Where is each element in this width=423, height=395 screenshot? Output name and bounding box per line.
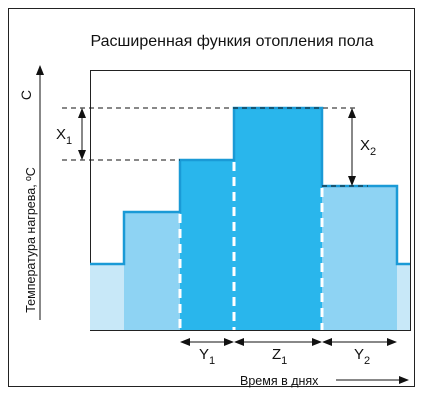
step-1-block bbox=[124, 212, 180, 330]
diagram-title: Расширенная функия отопления пола bbox=[91, 33, 374, 50]
step-down-block bbox=[322, 186, 397, 330]
phase-dividers bbox=[178, 162, 324, 330]
x-axis-label: Время в днях bbox=[240, 374, 319, 388]
x2-label: X2 bbox=[360, 137, 376, 158]
z1-label: Z1 bbox=[272, 346, 287, 367]
reference-lines bbox=[62, 107, 368, 187]
step-2-block bbox=[180, 160, 234, 330]
x1-label: X1 bbox=[56, 126, 72, 147]
temperature-profile-line bbox=[90, 106, 410, 266]
y-axis-unit: C bbox=[18, 90, 34, 100]
base-level-right bbox=[397, 264, 410, 330]
y2-label: Y2 bbox=[354, 346, 370, 367]
plot-frame bbox=[90, 70, 411, 331]
outer-frame bbox=[8, 8, 415, 387]
base-level-left bbox=[90, 264, 124, 330]
peak-block bbox=[234, 108, 322, 330]
y1-label: Y1 bbox=[199, 346, 215, 367]
y-axis-label: Температура нагрева, ºC bbox=[24, 167, 38, 313]
